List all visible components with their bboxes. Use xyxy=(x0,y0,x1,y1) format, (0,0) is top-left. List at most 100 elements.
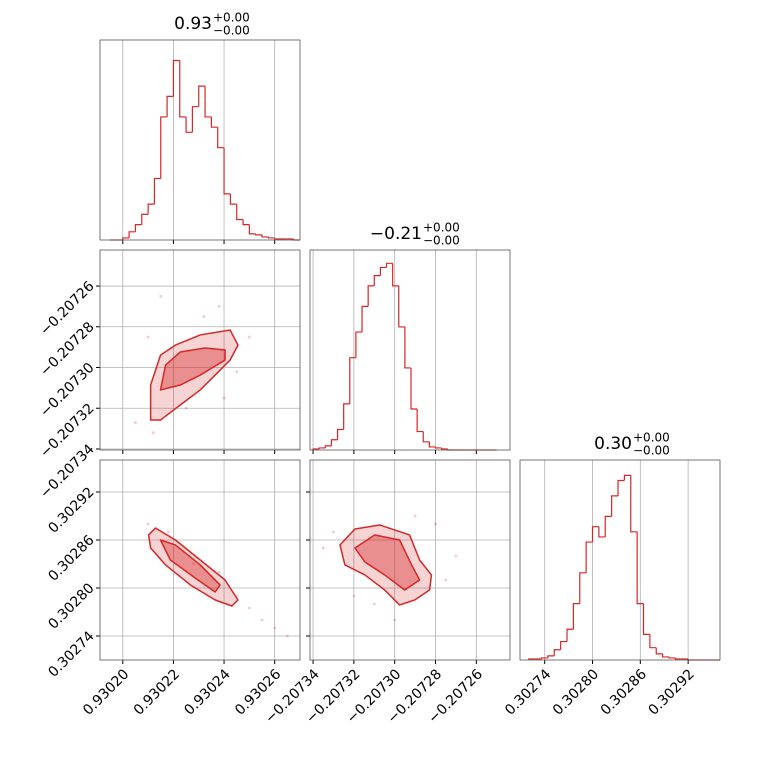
sample-point xyxy=(235,370,239,373)
histogram-step xyxy=(540,657,548,659)
title-upper-error: +0.00 xyxy=(423,221,460,235)
histogram-step xyxy=(623,474,631,481)
histogram-step xyxy=(572,602,580,630)
sample-point xyxy=(247,335,251,339)
sample-point xyxy=(454,554,458,558)
panel-frame xyxy=(309,249,511,451)
histogram-step xyxy=(198,85,206,107)
histogram-step xyxy=(210,116,218,128)
histogram-step xyxy=(336,428,344,440)
panel-title: 0.93 xyxy=(174,14,212,34)
sample-point xyxy=(332,530,335,534)
sample-point xyxy=(321,546,325,550)
histogram-step xyxy=(153,177,161,205)
panel xyxy=(99,39,301,244)
sample-point xyxy=(184,406,188,410)
histogram-step xyxy=(318,447,326,449)
histogram-step xyxy=(324,445,332,448)
histogram-step xyxy=(185,116,193,133)
histogram-step xyxy=(172,59,180,97)
sample-point xyxy=(217,305,221,308)
histogram-step xyxy=(204,86,212,118)
histogram-step xyxy=(229,193,237,205)
y-tick-label: 0.30286 xyxy=(45,532,97,584)
histogram-step xyxy=(441,447,448,450)
histogram-step xyxy=(385,262,393,268)
panel-frame xyxy=(99,249,301,451)
histogram-step xyxy=(604,515,612,537)
histogram-step xyxy=(553,649,561,656)
x-tick-label: 0.93022 xyxy=(131,666,183,718)
histogram-step xyxy=(236,204,244,221)
sample-point xyxy=(444,578,448,582)
histogram-step xyxy=(598,526,606,538)
histogram-step xyxy=(141,213,149,225)
contour xyxy=(159,347,226,391)
histogram-step xyxy=(398,285,405,328)
histogram-step xyxy=(223,147,231,195)
sample-point xyxy=(222,396,226,400)
x-tick-label: 0.30274 xyxy=(502,666,554,718)
sample-point xyxy=(434,522,437,526)
sample-point xyxy=(217,570,221,574)
histogram-step xyxy=(379,266,387,276)
histogram-step xyxy=(636,531,644,605)
panel: −0.20734−0.20732−0.20730−0.20728−0.20726 xyxy=(262,459,511,727)
histogram-step xyxy=(404,326,412,369)
contour xyxy=(159,539,221,593)
panel-title: 0.30 xyxy=(594,434,632,454)
histogram-step xyxy=(591,526,599,543)
panel: −0.20726−0.20728−0.20730−0.20732−0.20734 xyxy=(37,249,301,502)
sample-point xyxy=(146,522,150,526)
y-tick-label: 0.30274 xyxy=(45,628,97,680)
sample-point xyxy=(146,335,150,339)
histogram-step xyxy=(410,367,418,410)
panel-frame xyxy=(99,39,301,241)
histogram-step xyxy=(547,655,555,658)
histogram-step xyxy=(361,305,369,333)
histogram-step xyxy=(416,408,424,433)
sample-point xyxy=(413,514,417,518)
histogram-step xyxy=(134,224,142,232)
x-tick-label: 0.30292 xyxy=(646,666,698,718)
histogram-step xyxy=(349,357,356,404)
histogram-step xyxy=(367,285,375,307)
title-lower-error: −0.00 xyxy=(423,234,460,248)
title-upper-error: +0.00 xyxy=(633,431,670,445)
sample-point xyxy=(352,594,356,598)
histogram-step xyxy=(674,657,682,660)
histogram-step xyxy=(560,640,568,650)
sample-point xyxy=(393,618,397,622)
panel: 0.930200.930220.930240.930260.302920.302… xyxy=(45,459,301,719)
panel-background xyxy=(100,40,300,240)
x-tick-label: 0.30286 xyxy=(598,666,650,718)
histogram-step xyxy=(668,656,676,659)
histogram-step xyxy=(330,439,338,446)
sample-point xyxy=(285,634,289,638)
histogram-step xyxy=(166,95,174,117)
histogram-step xyxy=(179,60,187,118)
contour xyxy=(147,527,239,607)
sample-point xyxy=(273,626,277,630)
histogram-step xyxy=(630,475,638,533)
histogram-step xyxy=(392,263,399,287)
histogram-step xyxy=(160,116,168,179)
panel-title: −0.21 xyxy=(370,224,422,244)
x-tick-label: 0.93020 xyxy=(80,666,132,718)
histogram-step xyxy=(248,224,256,235)
sample-point xyxy=(247,606,251,610)
histogram-step xyxy=(373,275,381,286)
histogram-step xyxy=(261,234,269,238)
histogram-step xyxy=(217,127,225,149)
histogram-step xyxy=(355,331,363,358)
histogram-step xyxy=(128,231,136,238)
histogram-step xyxy=(274,237,282,240)
histogram-step xyxy=(649,634,657,649)
histogram-step xyxy=(611,495,619,517)
histogram-step xyxy=(662,653,670,658)
x-tick-label: 0.30280 xyxy=(550,666,602,718)
histogram-step xyxy=(422,431,430,443)
sample-point xyxy=(134,421,137,424)
title-lower-error: −0.00 xyxy=(213,24,250,38)
